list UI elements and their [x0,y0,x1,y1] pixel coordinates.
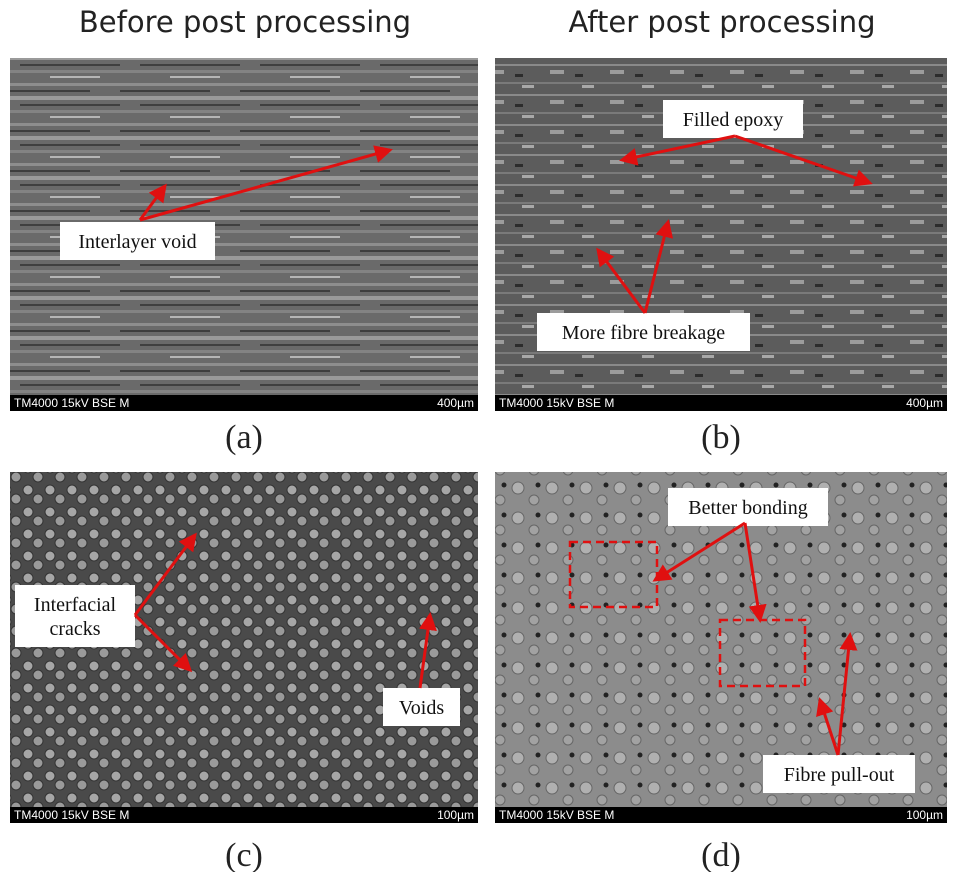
annotation-text: Interfacial [34,594,117,616]
column-header: After post processing [569,5,876,39]
instrument-label: TM4000 15kV BSE M [14,808,129,822]
figure: Interlayer void Filled epoxy More fibre br… [0,0,956,872]
annotation-text: Voids [399,697,444,719]
scale-label: 100µm [437,808,474,822]
instrument-label: TM4000 15kV BSE M [499,808,614,822]
column-header: Before post processing [79,5,411,39]
annotation-text: Better bonding [688,497,807,519]
instrument-label: TM4000 15kV BSE M [14,396,129,410]
scale-label: 400µm [437,396,474,410]
instrument-label: TM4000 15kV BSE M [499,396,614,410]
panel-caption: (c) [225,837,263,872]
annotation-text: cracks [49,618,100,640]
scale-label: 100µm [906,808,943,822]
panel-caption: (b) [701,419,741,456]
scale-label: 400µm [906,396,943,410]
panel-images [10,58,947,823]
panel-caption: (a) [225,419,263,456]
panel-caption: (d) [701,837,741,872]
annotation-text: More fibre breakage [562,322,725,344]
annotation-text: Interlayer void [78,231,196,253]
annotation-text: Fibre pull-out [784,764,895,786]
annotation-text: Filled epoxy [683,109,784,131]
